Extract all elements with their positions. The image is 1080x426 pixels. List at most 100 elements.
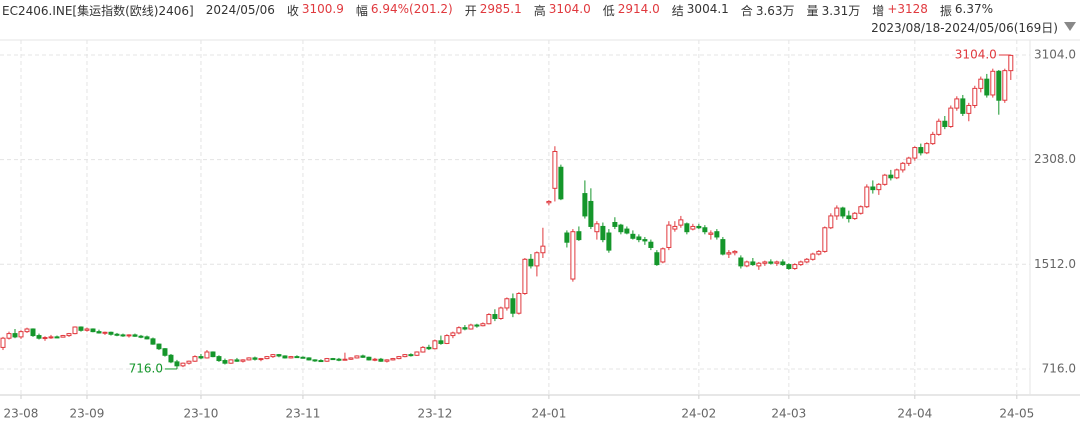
candle-body — [198, 356, 204, 359]
candle-body — [924, 143, 930, 154]
field: 振 6.37% — [940, 2, 993, 19]
candle-body — [474, 324, 480, 327]
candle-body — [6, 333, 12, 339]
candle-body — [0, 337, 6, 348]
candle-body — [798, 261, 804, 266]
candle-body — [738, 257, 744, 267]
candle-body — [648, 241, 654, 248]
candle-body — [1002, 70, 1008, 101]
candle-body — [156, 343, 162, 350]
candle-body — [360, 355, 366, 358]
field-value: 2985.1 — [479, 1, 522, 16]
candle-body — [942, 120, 948, 128]
candle-body — [780, 261, 786, 266]
candle-body — [96, 331, 102, 334]
candle-body — [768, 261, 774, 264]
candle-body — [276, 354, 282, 357]
x-tick-label: 24-05 — [999, 407, 1034, 421]
candle-body — [828, 215, 834, 229]
candle-body — [168, 354, 174, 363]
candle-body — [906, 157, 912, 164]
candle-body — [510, 298, 516, 314]
candle-body — [24, 328, 30, 333]
candle-body — [1008, 54, 1014, 72]
candle-body — [348, 357, 354, 360]
candle-body — [978, 78, 984, 89]
field: 结 3004.1 — [672, 2, 729, 19]
candle-body — [756, 262, 762, 267]
candle-body — [378, 358, 384, 362]
candle-body — [720, 239, 726, 255]
candle-body — [306, 357, 312, 361]
candle-body — [408, 354, 414, 357]
candle-body — [708, 232, 714, 235]
candle-body — [372, 358, 378, 361]
candle-body — [744, 261, 750, 267]
candle-body — [264, 356, 270, 360]
candle-body — [864, 186, 870, 208]
candle-body — [444, 335, 450, 344]
candle-body — [486, 314, 492, 325]
candle-body — [18, 331, 24, 338]
candle-body — [390, 358, 396, 361]
candle-body — [234, 359, 240, 362]
candle-body — [300, 356, 306, 359]
field: 收 3100.9 — [287, 2, 344, 19]
field-value: 3004.1 — [686, 1, 729, 16]
candle-body — [570, 231, 576, 280]
candle-body — [396, 356, 402, 360]
symbol: EC2406.INE[集运指数(欧线)2406] — [2, 3, 194, 18]
candle-body — [90, 328, 96, 333]
candle-body — [624, 228, 630, 234]
candle-body — [600, 225, 606, 241]
candle-body — [762, 261, 768, 264]
x-tick-label: 23-12 — [417, 407, 452, 421]
y-tick-label: 2308.0 — [1034, 152, 1076, 166]
candle-body — [654, 252, 660, 266]
candle-body — [966, 104, 972, 114]
candle-body — [552, 150, 558, 189]
candle-body — [702, 227, 708, 233]
candle-body — [852, 212, 858, 220]
candle-body — [546, 200, 552, 204]
candle-body — [336, 358, 342, 361]
candle-body — [42, 337, 48, 340]
candle-body — [192, 356, 198, 362]
candle-body — [138, 335, 144, 338]
candle-body — [258, 358, 264, 361]
candle-body — [282, 355, 288, 359]
candle-body — [960, 98, 966, 114]
candle-body — [384, 359, 390, 362]
range-dropdown[interactable] — [1064, 22, 1076, 32]
candle-body — [324, 358, 330, 362]
candle-body — [240, 359, 246, 362]
candle-body — [354, 355, 360, 359]
candle-body — [594, 223, 600, 233]
candle-body — [576, 231, 582, 241]
field: 开 2985.1 — [465, 2, 522, 19]
field-value: +3128 — [887, 1, 928, 16]
field-label: 开 — [464, 3, 477, 18]
candle-body — [774, 261, 780, 264]
candle-body — [246, 357, 252, 361]
candle-body — [114, 333, 120, 336]
candle-body — [558, 166, 564, 200]
annotation-label: 3104.0 — [955, 47, 997, 61]
candle-body — [120, 334, 126, 337]
candle-body — [792, 264, 798, 270]
candle-body — [714, 231, 720, 238]
candle-body — [456, 327, 462, 334]
range[interactable]: 2023/08/18-2024/05/06(169日) — [871, 21, 1058, 35]
candle-body — [936, 120, 942, 135]
candle-body — [786, 264, 792, 270]
candle-body — [342, 358, 348, 361]
candle-body — [834, 207, 840, 217]
y-tick-label: 3104.0 — [1034, 47, 1076, 61]
field-label: 高 — [533, 3, 546, 18]
candle-body — [930, 133, 936, 145]
y-tick-label: 1512.0 — [1034, 257, 1076, 271]
candle-body — [402, 354, 408, 358]
candle-body — [432, 340, 438, 350]
